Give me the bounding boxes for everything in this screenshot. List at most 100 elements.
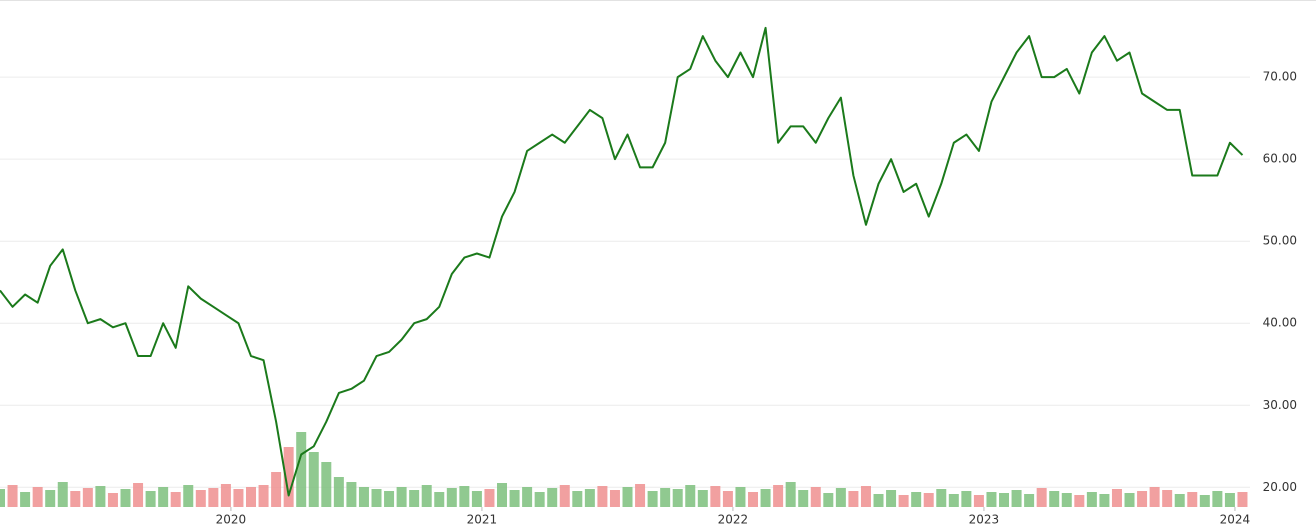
- volume-bar: [434, 492, 445, 507]
- volume-bar: [1187, 492, 1198, 507]
- volume-bar: [773, 485, 784, 507]
- volume-bar: [346, 482, 357, 507]
- volume-bar: [497, 483, 508, 507]
- volume-bar: [810, 487, 821, 507]
- price-line: [0, 26, 1244, 497]
- volume-bar: [1024, 494, 1035, 507]
- volume-bar: [660, 488, 671, 507]
- volume-bar: [170, 492, 181, 507]
- volume-bar: [208, 488, 219, 507]
- volume-bar: [559, 485, 570, 507]
- volume-bar: [107, 493, 118, 507]
- volume-bar: [672, 489, 683, 507]
- volume-bar: [609, 490, 620, 507]
- volume-bar: [459, 486, 470, 507]
- volume-bar: [936, 489, 947, 507]
- volume-bar: [1224, 493, 1235, 507]
- volume-bar: [446, 488, 457, 507]
- volume-bar: [1086, 492, 1097, 507]
- volume-bar: [1237, 492, 1248, 507]
- volume-bar: [785, 482, 796, 507]
- volume-bar: [0, 489, 5, 507]
- volume-bar: [1162, 490, 1173, 507]
- volume-bar: [158, 487, 169, 507]
- volume-bar: [1199, 495, 1210, 507]
- volume-bar: [45, 490, 56, 507]
- volume-bar: [584, 489, 595, 507]
- volume-bar: [534, 492, 545, 507]
- volume-bar: [283, 447, 294, 507]
- volume-bar: [961, 491, 972, 507]
- volume-bar: [409, 490, 420, 507]
- volume-bar: [246, 487, 257, 507]
- volume-bar: [622, 487, 633, 507]
- volume-bar: [396, 487, 407, 507]
- volume-bar: [1074, 495, 1085, 507]
- x-tick-label: 2024: [1220, 513, 1251, 527]
- volume-bar: [986, 492, 997, 507]
- volume-bar: [1111, 489, 1122, 507]
- volume-bar: [973, 495, 984, 507]
- volume-bar: [333, 477, 344, 507]
- volume-bar: [120, 489, 131, 507]
- volume-bar: [848, 491, 859, 507]
- volume-bar: [57, 482, 68, 507]
- volume-bar: [798, 490, 809, 507]
- volume-bar: [697, 490, 708, 507]
- y-tick-label: 30.00: [1263, 398, 1297, 412]
- volume-bar: [860, 486, 871, 507]
- volume-bar: [835, 488, 846, 507]
- volume-bar: [748, 492, 759, 507]
- volume-bar: [948, 494, 959, 507]
- volume-bar: [82, 488, 93, 507]
- volume-bar: [358, 487, 369, 507]
- volume-bar: [923, 493, 934, 507]
- x-tick-label: 2021: [467, 513, 498, 527]
- volume-bar: [1061, 493, 1072, 507]
- volume-bar: [760, 489, 771, 507]
- volume-bar: [898, 495, 909, 507]
- volume-bar: [371, 489, 382, 507]
- volume-bar: [20, 492, 31, 507]
- volume-bar: [195, 490, 206, 507]
- volume-bar: [1212, 491, 1223, 507]
- x-tick-label: 2020: [216, 513, 247, 527]
- volume-bar: [7, 485, 18, 507]
- volume-bar: [911, 492, 922, 507]
- volume-bar: [735, 487, 746, 507]
- volume-bar: [32, 487, 43, 507]
- volume-bar: [484, 489, 495, 507]
- volume-bar: [70, 491, 81, 507]
- y-tick-label: 60.00: [1263, 152, 1297, 166]
- volume-bar: [547, 488, 558, 507]
- volume-bar: [509, 490, 520, 507]
- volume-bar: [471, 491, 482, 507]
- y-tick-label: 50.00: [1263, 234, 1297, 248]
- volume-bar: [1174, 494, 1185, 507]
- volume-bar: [1011, 490, 1022, 507]
- y-tick-label: 70.00: [1263, 70, 1297, 84]
- volume-bar: [308, 452, 319, 507]
- volume-bar: [1137, 491, 1148, 507]
- volume-bar: [271, 472, 282, 507]
- volume-bar: [635, 484, 646, 507]
- volume-bar: [321, 462, 332, 507]
- volume-bar: [1124, 493, 1135, 507]
- volume-bar: [145, 491, 156, 507]
- volume-bar: [647, 491, 658, 507]
- volume-bar: [722, 491, 733, 507]
- volume-bar: [999, 493, 1010, 507]
- volume-bar: [1099, 494, 1110, 507]
- volume-bar: [421, 485, 432, 507]
- x-tick-label: 2022: [718, 513, 749, 527]
- volume-bar: [384, 491, 395, 507]
- volume-bar: [1036, 488, 1047, 507]
- y-tick-label: 40.00: [1263, 316, 1297, 330]
- volume-bar: [1049, 491, 1060, 507]
- volume-bar: [522, 487, 533, 507]
- volume-bar: [873, 494, 884, 507]
- volume-bar: [220, 484, 231, 507]
- volume-bar: [572, 491, 583, 507]
- volume-bar: [95, 486, 106, 507]
